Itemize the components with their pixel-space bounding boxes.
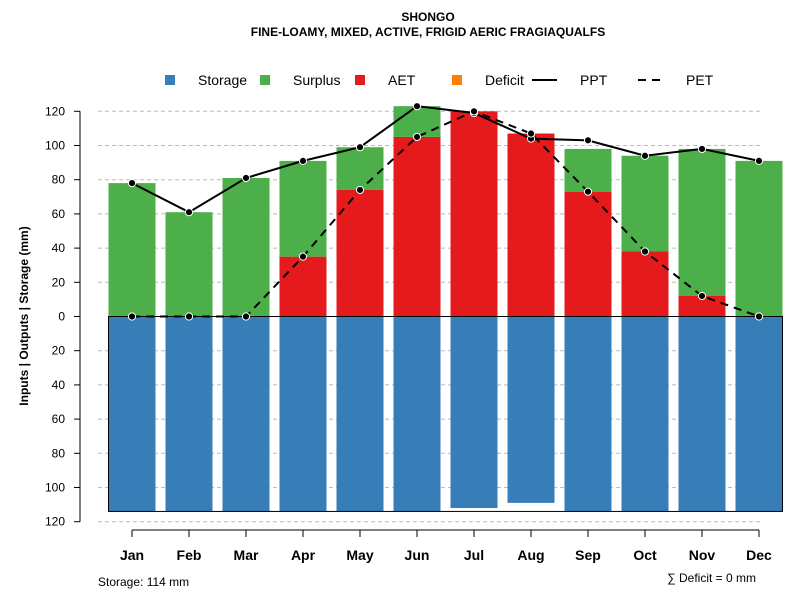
legend-swatch-surplus [260, 75, 270, 85]
legend-label-storage: Storage [198, 72, 247, 88]
x-tick-label-apr: Apr [291, 547, 316, 563]
chart-subtitle: FINE-LOAMY, MIXED, ACTIVE, FRIGID AERIC … [251, 25, 605, 39]
x-tick-label-jun: Jun [405, 547, 430, 563]
surplus-bar-dec [735, 160, 783, 317]
ppt-point-dec [754, 156, 764, 165]
surplus-bar-mar [222, 177, 270, 317]
y-tick-label: 80 [52, 446, 66, 460]
aet-bar-apr [279, 256, 327, 317]
storage-bar-sep [564, 316, 612, 512]
storage-bar-nov [678, 316, 726, 512]
y-axis-label: Inputs | Outputs | Storage (mm) [17, 226, 31, 405]
y-tick-label: 20 [52, 275, 66, 289]
y-tick-label: 40 [52, 378, 66, 392]
surplus-bar-oct [621, 155, 669, 252]
surplus-bar-jun [393, 106, 441, 137]
surplus-bar-feb [165, 212, 213, 317]
x-tick-label-sep: Sep [575, 547, 601, 563]
y-tick-label: 100 [45, 139, 65, 153]
y-tick-label: 40 [52, 241, 66, 255]
storage-bar-apr [279, 316, 327, 512]
aet-bar-oct [621, 251, 669, 317]
x-tick-label-feb: Feb [177, 547, 202, 563]
x-tick-label-may: May [346, 547, 373, 563]
axes: 120 100 80 60 40 20 0 20 40 60 80 100 120 Jan Feb Mar Ap… [45, 104, 772, 563]
legend-swatch-aet [355, 75, 365, 85]
pet-point-oct [640, 247, 650, 256]
x-tick-label-jan: Jan [120, 547, 144, 563]
storage-bar-jun [393, 316, 441, 512]
pet-point-may [355, 185, 365, 195]
pet-point-jan [127, 312, 137, 321]
storage-bar-mar [222, 316, 270, 512]
x-tick-label-mar: Mar [234, 547, 259, 563]
pet-point-apr [298, 252, 308, 261]
x-tick-label-jul: Jul [464, 547, 484, 563]
bars [108, 106, 783, 512]
storage-bar-oct [621, 316, 669, 512]
legend-label-deficit: Deficit [485, 72, 524, 88]
legend-label-ppt: PPT [580, 72, 608, 88]
y-tick-label: 0 [58, 310, 65, 324]
legend-label-surplus: Surplus [293, 72, 340, 88]
aet-bar-jul [450, 111, 498, 317]
lines [127, 102, 764, 321]
storage-bar-jan [108, 316, 156, 512]
pet-point-mar [241, 312, 251, 321]
legend-label-aet: AET [388, 72, 416, 88]
ppt-point-feb [184, 208, 194, 217]
ppt-point-jun [412, 102, 422, 111]
legend-swatch-storage [165, 75, 175, 85]
surplus-bar-nov [678, 148, 726, 296]
storage-bar-aug [507, 316, 555, 503]
x-tick-label-nov: Nov [689, 547, 716, 563]
pet-point-dec [754, 312, 764, 321]
storage-bar-may [336, 316, 384, 512]
ppt-point-nov [697, 144, 707, 154]
storage-footnote: Storage: 114 mm [98, 575, 189, 589]
chart-title: SHONGO [401, 10, 454, 24]
surplus-bar-sep [564, 148, 612, 192]
ppt-point-jan [127, 179, 137, 188]
x-tick-label-oct: Oct [633, 547, 657, 563]
x-tick-label-aug: Aug [517, 547, 544, 563]
x-tick-label-dec: Dec [746, 547, 772, 563]
y-tick-label: 60 [52, 207, 66, 221]
pet-point-jun [412, 132, 422, 142]
deficit-footnote: ∑ Deficit = 0 mm [667, 571, 756, 585]
legend-label-pet: PET [686, 72, 714, 88]
aet-bar-aug [507, 133, 555, 317]
legend-swatch-deficit [452, 75, 462, 85]
y-tick-label: 20 [52, 344, 66, 358]
pet-line [132, 110, 760, 318]
surplus-bar-may [336, 147, 384, 190]
pet-point-nov [697, 291, 707, 301]
ppt-point-may [355, 143, 365, 152]
storage-bar-jul [450, 316, 498, 509]
legend: Storage Surplus AET Deficit PPT PET [165, 72, 714, 88]
ppt-line [131, 105, 760, 214]
y-tick-label: 100 [45, 481, 65, 495]
aet-bar-may [336, 189, 384, 317]
y-tick-label: 80 [52, 173, 66, 187]
ppt-point-oct [640, 151, 650, 160]
surplus-bar-apr [279, 160, 327, 257]
storage-bar-feb [165, 316, 213, 512]
surplus-bar-jan [108, 183, 156, 317]
ppt-point-mar [241, 173, 251, 183]
pet-point-feb [184, 312, 194, 321]
pet-point-jul [469, 107, 479, 116]
ppt-point-apr [298, 156, 308, 165]
pet-point-sep [583, 187, 593, 196]
aet-bar-sep [564, 191, 612, 317]
pet-point-aug [526, 129, 536, 138]
ppt-point-sep [583, 136, 593, 145]
y-tick-label: 120 [45, 515, 65, 529]
y-tick-label: 120 [45, 104, 65, 118]
storage-bar-dec [735, 316, 783, 512]
aet-bar-jun [393, 136, 441, 317]
y-tick-label: 60 [52, 412, 66, 426]
